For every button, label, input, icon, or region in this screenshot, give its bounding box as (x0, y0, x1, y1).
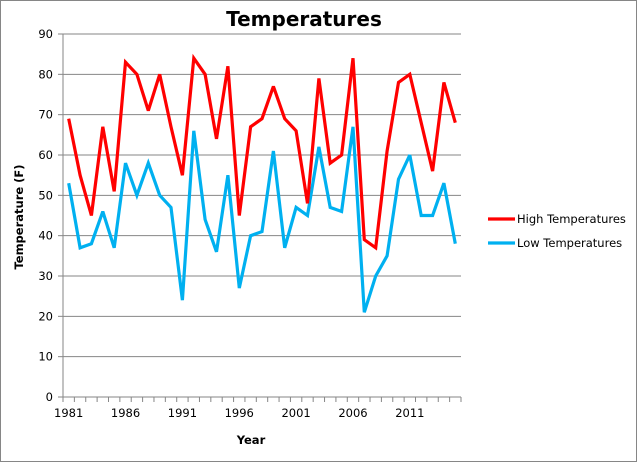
y-tick-label: 0 (46, 390, 53, 404)
y-tick-label: 50 (38, 188, 53, 202)
legend: High Temperatures Low Temperatures (488, 212, 626, 250)
x-tick-labels: 1981 1986 1991 1996 2001 2006 2011 (54, 406, 424, 420)
legend-label: High Temperatures (517, 212, 626, 226)
series-line-high-temperatures (67, 53, 457, 251)
axes (62, 34, 462, 402)
y-tick-label: 40 (38, 229, 53, 243)
x-tick-label: 2006 (338, 406, 367, 420)
y-axis-title: Temperature (F) (12, 164, 26, 269)
x-tick-label: 2011 (395, 406, 424, 420)
x-tick-label: 1991 (168, 406, 197, 420)
x-tick-label: 1981 (54, 406, 83, 420)
y-tick-label: 20 (38, 309, 53, 323)
chart-title: Temperatures (226, 7, 382, 31)
x-tick-label: 1986 (111, 406, 140, 420)
series-lines (67, 53, 457, 313)
x-tick-label: 1996 (225, 406, 254, 420)
y-tick-label: 10 (38, 350, 53, 364)
y-tick-label: 30 (38, 269, 53, 283)
x-axis-title: Year (236, 433, 266, 447)
y-tick-label: 80 (38, 67, 53, 81)
series-line-low-temperatures (67, 126, 457, 313)
x-tick-label: 2001 (281, 406, 310, 420)
legend-label: Low Temperatures (517, 236, 622, 250)
y-tick-labels: 0 10 20 30 40 50 60 70 80 90 (38, 27, 53, 404)
y-tick-label: 70 (38, 108, 53, 122)
y-tick-label: 60 (38, 148, 53, 162)
y-tick-label: 90 (38, 27, 53, 41)
